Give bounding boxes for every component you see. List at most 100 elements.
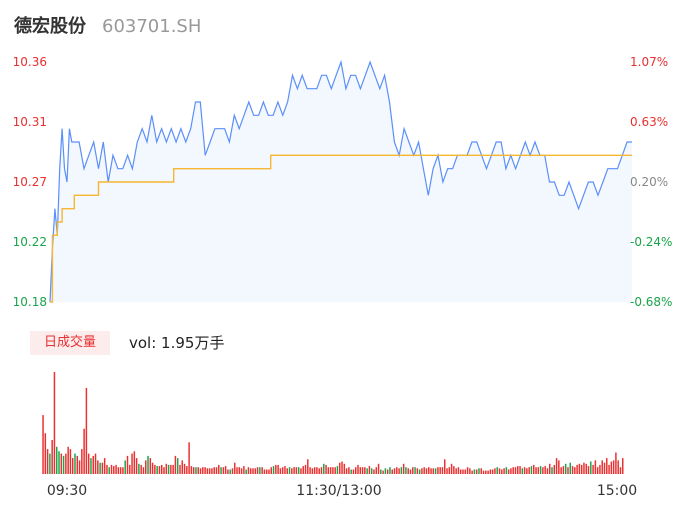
volume-bar [555,458,558,474]
volume-bar [414,467,416,474]
volume-bar [174,455,177,474]
volume-bar [485,470,487,474]
volume-bar [222,467,225,474]
volume-bar [430,468,432,474]
volume-bar [612,460,615,474]
volume-bar [418,469,421,474]
volume-bar [434,468,437,474]
volume-bar [407,468,409,474]
volume-bar [517,466,519,474]
volume-bar [361,467,364,474]
volume-bar [412,467,414,474]
volume-bar [78,460,81,474]
volume-bar [113,466,115,474]
price-line [49,59,632,303]
volume-bar [441,467,444,474]
volume-bar [208,468,211,474]
volume-bar [307,459,309,474]
volume-bar [393,468,396,474]
volume-bar [396,467,398,474]
right-tick-label: 0.63% [630,115,668,129]
right-tick-label: -0.68% [630,295,672,309]
volume-bar [564,463,567,474]
volume-bar [526,468,528,474]
volume-bar [53,372,56,474]
volume-bar [446,468,448,474]
volume-bar [183,463,186,474]
volume-bar [596,467,599,474]
volume-bar [236,467,238,474]
volume-bar [448,467,451,474]
volume-bar [533,464,535,474]
volume-bar [240,468,243,474]
left-tick-label: 10.18 [13,295,47,309]
volume-bar [608,464,610,474]
volume-bar [574,467,576,474]
volume-bar [428,467,430,474]
volume-bar [172,464,174,474]
volume-bar [455,468,457,474]
volume-bar [176,458,179,474]
left-tick-label: 10.27 [13,175,47,189]
volume-bar [496,467,498,474]
volume-bar [343,463,346,474]
volume-bar [92,455,94,474]
volume-bar [546,468,549,474]
volume-bar [65,453,67,474]
volume-bar [352,469,355,474]
volume-bar [398,468,400,474]
volume-bar [186,466,188,474]
volume-bar [119,467,122,474]
volume-bar [320,467,323,474]
volume-bar [81,449,83,474]
volume-bar [567,467,569,474]
volume-bar [334,467,336,474]
volume-bar [108,467,110,474]
volume-bar [453,466,455,474]
volume-bar [206,468,209,474]
volume-bar [530,466,533,474]
volume-bar [243,466,245,474]
volume-bar [74,453,76,474]
volume-bar [94,453,97,474]
volume-bar [179,464,181,474]
volume-bar [464,469,467,474]
volume-bar [101,462,104,474]
volume-bar [103,458,106,474]
volume-bar [471,470,473,474]
volume-bar [405,467,407,474]
volume-bar [62,455,65,474]
volume-bar [156,466,158,474]
volume-bar [234,462,236,474]
volume-bar [469,468,471,474]
volume-bar [366,468,368,474]
volume-bar [140,464,142,474]
volume-bar [364,467,366,474]
volume-bar [192,467,195,474]
volume-bar [551,467,553,474]
volume-bar [510,468,512,474]
volume-bar [354,467,357,474]
volume-bar [384,468,387,474]
volume-chart-area [42,372,624,474]
volume-bar [197,467,199,474]
volume-bar [295,467,298,474]
volume-bar [503,468,505,474]
volume-bar [494,468,496,474]
volume-bar [466,467,469,474]
volume-bar [106,464,108,474]
volume-bar [501,469,503,474]
volume-bar [439,467,441,474]
volume-bar [238,467,241,474]
volume-bar [619,467,622,474]
volume-bar [585,463,587,474]
volume-bar [288,467,291,474]
volume-bar [569,462,571,474]
volume-bar [51,440,53,474]
volume-bar [245,469,247,474]
volume-bar [99,462,101,474]
volume-bar [213,467,215,474]
volume-bar [263,469,266,474]
volume-bar [284,466,286,474]
volume-bar [537,467,540,474]
